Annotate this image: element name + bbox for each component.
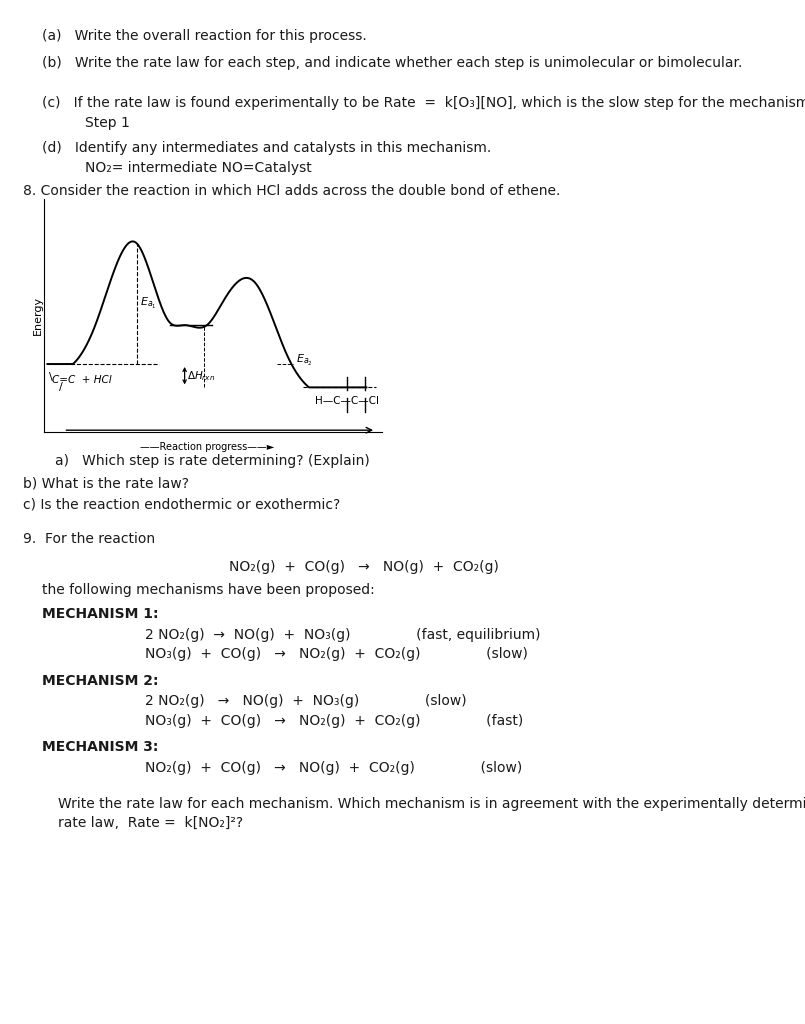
Text: NO₃(g)  +  CO(g)   →   NO₂(g)  +  CO₂(g)               (fast): NO₃(g) + CO(g) → NO₂(g) + CO₂(g) (fast) — [145, 714, 523, 728]
Text: b) What is the rate law?: b) What is the rate law? — [23, 476, 188, 490]
Text: rate law,  Rate =  k[NO₂]²?: rate law, Rate = k[NO₂]²? — [58, 816, 243, 830]
Text: (c)   If the rate law is found experimentally to be Rate  =  k[O₃][NO], which is: (c) If the rate law is found experimenta… — [42, 96, 805, 111]
Text: a)   Which step is rate determining? (Explain): a) Which step is rate determining? (Expl… — [55, 454, 369, 468]
Text: (b)   Write the rate law for each step, and indicate whether each step is unimol: (b) Write the rate law for each step, an… — [42, 56, 742, 71]
Text: C=C  + HCl: C=C + HCl — [52, 375, 112, 385]
Text: (a)   Write the overall reaction for this process.: (a) Write the overall reaction for this … — [42, 29, 366, 43]
Text: $\Delta H_{rxn}$: $\Delta H_{rxn}$ — [188, 369, 216, 383]
Text: /: / — [59, 382, 62, 391]
Text: 8. Consider the reaction in which HCl adds across the double bond of ethene.: 8. Consider the reaction in which HCl ad… — [23, 184, 560, 199]
Text: \: \ — [49, 372, 53, 382]
Text: 2 NO₂(g)   →   NO(g)  +  NO₃(g)               (slow): 2 NO₂(g) → NO(g) + NO₃(g) (slow) — [145, 694, 467, 709]
Text: NO₂(g)  +  CO(g)   →   NO(g)  +  CO₂(g): NO₂(g) + CO(g) → NO(g) + CO₂(g) — [229, 560, 499, 574]
Text: MECHANISM 2:: MECHANISM 2: — [42, 674, 159, 688]
Text: MECHANISM 1:: MECHANISM 1: — [42, 607, 159, 622]
Text: NO₃(g)  +  CO(g)   →   NO₂(g)  +  CO₂(g)               (slow): NO₃(g) + CO(g) → NO₂(g) + CO₂(g) (slow) — [145, 647, 528, 662]
Text: NO₂(g)  +  CO(g)   →   NO(g)  +  CO₂(g)               (slow): NO₂(g) + CO(g) → NO(g) + CO₂(g) (slow) — [145, 761, 522, 775]
Text: (d)   Identify any intermediates and catalysts in this mechanism.: (d) Identify any intermediates and catal… — [42, 141, 491, 156]
Text: Write the rate law for each mechanism. Which mechanism is in agreement with the : Write the rate law for each mechanism. W… — [58, 797, 805, 811]
Text: c) Is the reaction endothermic or exothermic?: c) Is the reaction endothermic or exothe… — [23, 498, 340, 512]
Text: Step 1: Step 1 — [85, 116, 130, 130]
Text: NO₂= intermediate NO=Catalyst: NO₂= intermediate NO=Catalyst — [85, 161, 312, 175]
Text: $E_{a_2}$: $E_{a_2}$ — [296, 352, 313, 368]
Y-axis label: Energy: Energy — [33, 296, 43, 335]
Text: the following mechanisms have been proposed:: the following mechanisms have been propo… — [42, 583, 374, 597]
Text: H—C—C—Cl: H—C—C—Cl — [316, 396, 379, 407]
Text: 9.  For the reaction: 9. For the reaction — [23, 532, 155, 547]
Text: 2 NO₂(g)  →  NO(g)  +  NO₃(g)               (fast, equilibrium): 2 NO₂(g) → NO(g) + NO₃(g) (fast, equilib… — [145, 628, 540, 642]
Text: ——Reaction progress——►: ——Reaction progress——► — [140, 442, 274, 452]
Text: MECHANISM 3:: MECHANISM 3: — [42, 740, 159, 755]
Text: $E_{a_1}$: $E_{a_1}$ — [140, 296, 157, 311]
